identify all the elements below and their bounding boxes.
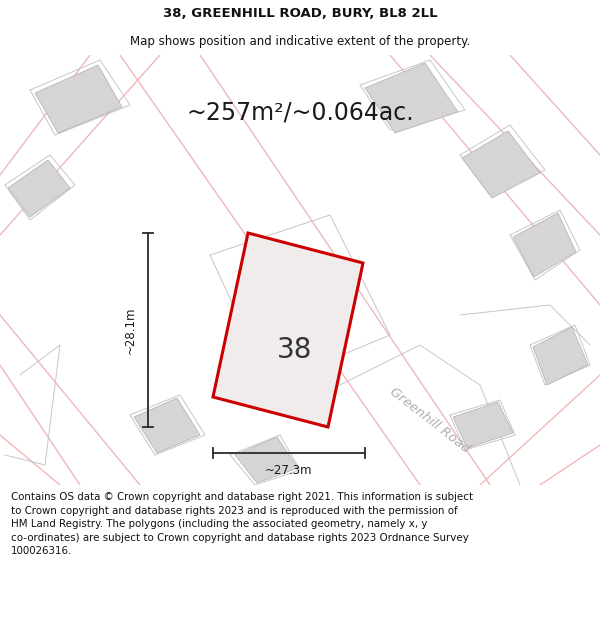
Polygon shape xyxy=(134,398,200,453)
Text: Greenhill Road: Greenhill Road xyxy=(388,385,473,455)
Text: ~27.3m: ~27.3m xyxy=(265,464,313,478)
Polygon shape xyxy=(533,327,588,385)
Polygon shape xyxy=(8,160,70,217)
Polygon shape xyxy=(365,63,458,133)
Polygon shape xyxy=(513,213,576,277)
Text: 38: 38 xyxy=(277,336,313,364)
Polygon shape xyxy=(235,437,298,483)
Polygon shape xyxy=(453,402,513,448)
Text: ~257m²/~0.064ac.: ~257m²/~0.064ac. xyxy=(186,101,414,125)
Text: Contains OS data © Crown copyright and database right 2021. This information is : Contains OS data © Crown copyright and d… xyxy=(11,492,473,556)
Polygon shape xyxy=(462,131,540,198)
Text: Map shows position and indicative extent of the property.: Map shows position and indicative extent… xyxy=(130,35,470,48)
Text: 38, GREENHILL ROAD, BURY, BL8 2LL: 38, GREENHILL ROAD, BURY, BL8 2LL xyxy=(163,8,437,20)
Polygon shape xyxy=(35,65,122,133)
Polygon shape xyxy=(213,233,363,427)
Text: ~28.1m: ~28.1m xyxy=(124,306,137,354)
